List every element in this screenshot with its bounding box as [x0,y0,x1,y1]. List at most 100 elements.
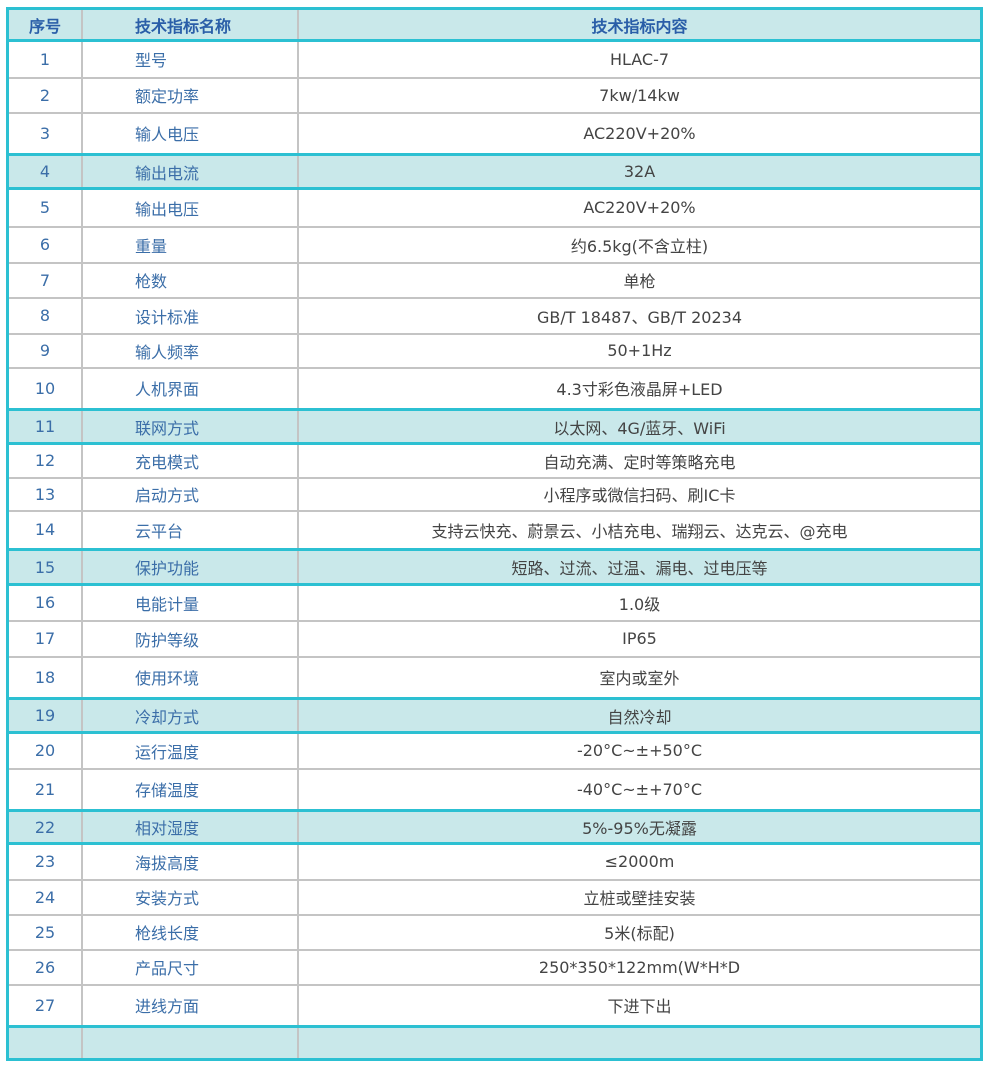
footer-cell [81,1025,299,1061]
row-value: GB/T 18487、GB/T 20234 [297,296,983,335]
row-name: 输出电压 [81,187,299,228]
row-name: 枪线长度 [81,913,299,951]
row-name: 海拔高度 [81,842,299,881]
row-name: 冷却方式 [81,697,299,734]
row-number: 11 [6,408,83,445]
table-row: 21 存储温度 -40°C~±+70°C [6,767,983,812]
row-number: 13 [6,476,83,512]
table-row: 12 充电模式 自动充满、定时等策略充电 [6,442,983,479]
table-row: 19 冷却方式 自然冷却 [6,697,983,734]
row-value: 小程序或微信扫码、刷IC卡 [297,476,983,512]
row-value: 4.3寸彩色液晶屏+LED [297,366,983,411]
row-number: 3 [6,111,83,156]
row-name: 型号 [81,39,299,79]
row-number: 21 [6,767,83,812]
row-number: 17 [6,619,83,658]
row-number: 25 [6,913,83,951]
table-row: 24 安装方式 立桩或壁挂安装 [6,878,983,916]
table-row: 7 枪数 单枪 [6,261,983,299]
table-row: 22 相对湿度 5%-95%无凝露 [6,809,983,845]
row-number: 4 [6,153,83,190]
row-number: 24 [6,878,83,916]
row-name: 输人频率 [81,332,299,369]
row-name: 运行温度 [81,731,299,770]
row-name: 相对湿度 [81,809,299,845]
table-row: 18 使用环境 室内或室外 [6,655,983,700]
table-row: 26 产品尺寸 250*350*122mm(W*H*D [6,948,983,986]
row-name: 输出电流 [81,153,299,190]
row-name: 人机界面 [81,366,299,411]
row-value: 单枪 [297,261,983,299]
row-value: -40°C~±+70°C [297,767,983,812]
table-row: 17 防护等级 IP65 [6,619,983,658]
row-value: 下进下出 [297,983,983,1028]
table-row: 13 启动方式 小程序或微信扫码、刷IC卡 [6,476,983,512]
table-row: 9 输人频率 50+1Hz [6,332,983,369]
row-number: 22 [6,809,83,845]
row-number: 2 [6,76,83,114]
row-number: 6 [6,225,83,264]
table-row: 2 额定功率 7kw/14kw [6,76,983,114]
row-number: 15 [6,548,83,586]
row-name: 使用环境 [81,655,299,700]
row-name: 联网方式 [81,408,299,445]
header-name: 技术指标名称 [81,7,299,42]
row-name: 额定功率 [81,76,299,114]
row-number: 16 [6,583,83,622]
row-value: 7kw/14kw [297,76,983,114]
row-value: 室内或室外 [297,655,983,700]
row-name: 启动方式 [81,476,299,512]
table-row: 15 保护功能 短路、过流、过温、漏电、过电压等 [6,548,983,586]
row-value: AC220V+20% [297,111,983,156]
row-name: 产品尺寸 [81,948,299,986]
row-value: -20°C~±+50°C [297,731,983,770]
row-name: 进线方面 [81,983,299,1028]
row-name: 设计标准 [81,296,299,335]
row-value: 5%-95%无凝露 [297,809,983,845]
row-number: 20 [6,731,83,770]
row-number: 7 [6,261,83,299]
spec-table: 序号 技术指标名称 技术指标内容 1 型号 HLAC-7 2 额定功率 7kw/14kw 3… [6,7,983,1061]
table-row: 20 运行温度 -20°C~±+50°C [6,731,983,770]
row-value: 32A [297,153,983,190]
row-value: 1.0级 [297,583,983,622]
table-row: 5 输出电压 AC220V+20% [6,187,983,228]
row-name: 充电模式 [81,442,299,479]
row-number: 9 [6,332,83,369]
row-name: 枪数 [81,261,299,299]
header-content: 技术指标内容 [297,7,983,42]
row-number: 19 [6,697,83,734]
row-value: 支持云快充、蔚景云、小桔充电、瑞翔云、达克云、@充电 [297,509,983,551]
row-name: 存储温度 [81,767,299,812]
footer-cell [297,1025,983,1061]
row-number: 8 [6,296,83,335]
row-number: 5 [6,187,83,228]
row-value: 自动充满、定时等策略充电 [297,442,983,479]
row-value: 5米(标配) [297,913,983,951]
table-row: 6 重量 约6.5kg(不含立柱) [6,225,983,264]
row-name: 电能计量 [81,583,299,622]
row-value: 立桩或壁挂安装 [297,878,983,916]
table-row: 25 枪线长度 5米(标配) [6,913,983,951]
row-number: 26 [6,948,83,986]
row-value: HLAC-7 [297,39,983,79]
row-value: 以太网、4G/蓝牙、WiFi [297,408,983,445]
row-number: 12 [6,442,83,479]
row-name: 云平台 [81,509,299,551]
row-value: 250*350*122mm(W*H*D [297,948,983,986]
row-value: 自然冷却 [297,697,983,734]
row-name: 保护功能 [81,548,299,586]
row-name: 安装方式 [81,878,299,916]
row-value: AC220V+20% [297,187,983,228]
row-number: 10 [6,366,83,411]
table-footer [6,1025,983,1061]
table-row: 14 云平台 支持云快充、蔚景云、小桔充电、瑞翔云、达克云、@充电 [6,509,983,551]
row-name: 防护等级 [81,619,299,658]
row-number: 1 [6,39,83,79]
row-number: 18 [6,655,83,700]
table-row: 8 设计标准 GB/T 18487、GB/T 20234 [6,296,983,335]
table-row: 27 进线方面 下进下出 [6,983,983,1028]
row-value: IP65 [297,619,983,658]
row-value: 约6.5kg(不含立柱) [297,225,983,264]
table-row: 3 输人电压 AC220V+20% [6,111,983,156]
